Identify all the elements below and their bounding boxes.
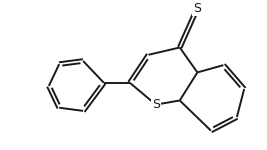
Text: S: S xyxy=(152,98,160,111)
Text: S: S xyxy=(193,2,201,15)
